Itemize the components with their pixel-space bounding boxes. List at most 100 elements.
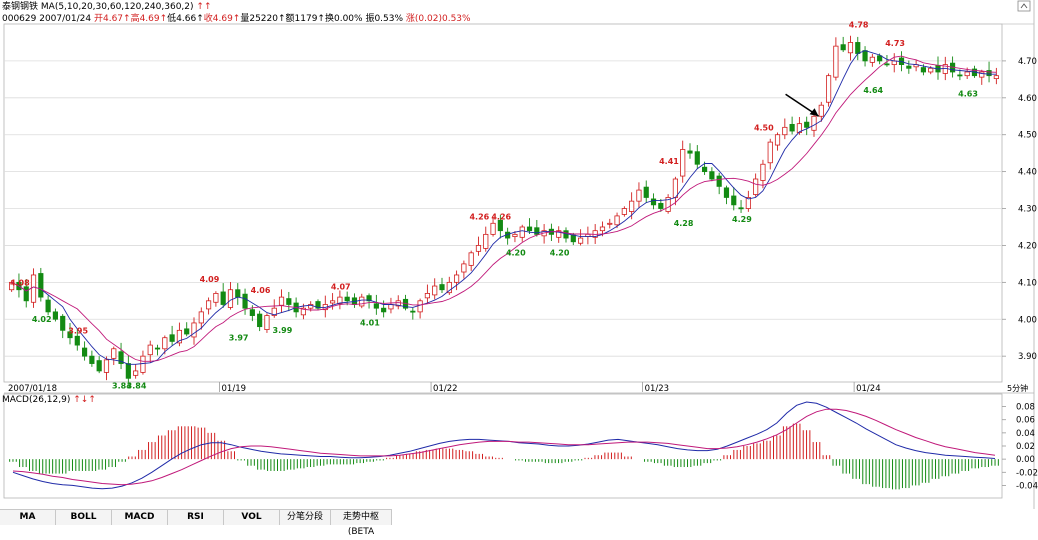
tab-pivot-beta[interactable]: 走势中枢(BETA — [331, 509, 392, 537]
candle-body — [840, 44, 846, 51]
tab-macd[interactable]: MACD — [112, 509, 168, 525]
extreme-label: 3.99 — [273, 326, 293, 335]
macd-tick-label: 0.00 — [1016, 455, 1035, 465]
ma5-line — [11, 50, 997, 365]
extreme-label: 3.84 — [112, 381, 132, 390]
candle-body — [475, 245, 482, 252]
candle-body — [125, 363, 131, 379]
extreme-label: 4.07 — [331, 282, 351, 291]
period-label: 5分钟 — [1007, 383, 1028, 393]
candle-body — [986, 70, 992, 77]
extreme-label: 4.09 — [200, 275, 220, 284]
ma10-line — [11, 55, 997, 362]
date-tick-label: 2007/01/18 — [8, 384, 57, 394]
candle-body — [570, 234, 576, 243]
extreme-label: 4.26 — [469, 212, 489, 221]
change-value: 涨(0.02)0.53% — [405, 14, 471, 24]
candle-body — [82, 347, 88, 357]
candle-body — [680, 149, 686, 177]
tab-rsi[interactable]: RSI — [168, 509, 224, 525]
macd-tick-label: 0.02 — [1016, 442, 1035, 452]
candle-body — [599, 226, 606, 232]
extreme-label: 3.95 — [68, 327, 88, 336]
candle-body — [796, 123, 802, 133]
ma-settings-label[interactable]: MA(5,10,20,30,60,120,240,360,2) — [40, 2, 194, 12]
candle-body — [607, 222, 613, 225]
candle-body — [490, 222, 496, 235]
candle-body — [957, 74, 963, 77]
macd-panel-frame — [3, 393, 1003, 499]
stock-name: 泰钢钢铁 — [2, 2, 39, 12]
tab-ma[interactable]: MA — [0, 509, 56, 525]
candle-body — [519, 226, 525, 238]
candle-body — [534, 227, 540, 235]
high-value: 高4.69↑ — [130, 14, 168, 24]
candle-body — [731, 195, 737, 206]
candle-body — [140, 355, 146, 373]
candle-body — [147, 344, 153, 356]
extreme-label: 4.08 — [10, 279, 30, 288]
candle-body — [884, 63, 890, 66]
extreme-label: 4.29 — [732, 215, 752, 224]
candle-body — [694, 151, 700, 165]
candle-body — [30, 274, 37, 303]
candle-body — [789, 123, 795, 132]
extreme-label: 4.02 — [32, 315, 52, 324]
candle-body — [468, 252, 474, 266]
pointer-arrow-head — [809, 108, 819, 117]
candle-body — [738, 207, 744, 210]
extreme-label: 4.73 — [885, 39, 905, 48]
candle-body — [877, 55, 883, 62]
candle-body — [213, 293, 219, 303]
candle-body — [760, 163, 766, 181]
candle-body — [366, 295, 372, 302]
candle-body — [169, 334, 175, 342]
candle-body — [461, 263, 467, 273]
candle-body — [103, 359, 110, 373]
candle-body — [300, 307, 307, 316]
candle-body — [278, 296, 285, 306]
candle-body — [826, 75, 832, 103]
macd-label[interactable]: MACD(26,12,9) ↑↓↑ — [2, 395, 96, 405]
candle-body — [23, 286, 29, 302]
candle-body — [665, 197, 671, 212]
chart-canvas[interactable]: 4.08 4.02 3.95 3.843.84 4.09 3.97 4.06 3.99 4.07… — [0, 0, 1038, 509]
candle-body — [869, 56, 875, 63]
amount-value: 额1179↑ — [285, 14, 325, 24]
extreme-label: 4.20 — [550, 248, 570, 257]
date-tick-label: 01/22 — [433, 384, 458, 394]
tab-vol[interactable]: VOL — [224, 509, 280, 525]
extreme-label: 4.06 — [251, 286, 271, 295]
candle-body — [709, 171, 715, 180]
ma-arrows: ↑↑ — [196, 2, 212, 12]
candle-body — [52, 311, 59, 320]
candle-body — [716, 175, 722, 187]
extreme-label: 4.26 — [491, 212, 511, 221]
extreme-label: 4.64 — [863, 86, 883, 95]
tab-segments[interactable]: 分笔分段 — [280, 509, 331, 525]
macd-tick-label: -0.02 — [1016, 468, 1038, 478]
extreme-label: 4.41 — [659, 157, 679, 166]
candle-body — [847, 42, 854, 54]
candle-body — [862, 50, 868, 62]
candle-body — [74, 335, 80, 346]
candle-body — [621, 208, 627, 215]
candle-body — [220, 291, 226, 305]
candle-body — [526, 226, 533, 232]
turnover-value: 换0.00% — [324, 14, 363, 24]
price-tick-label: 4.40 — [1018, 168, 1037, 178]
candle-body — [198, 311, 204, 324]
candle-body — [205, 300, 212, 310]
candle-body — [242, 293, 248, 309]
price-tick-label: 4.20 — [1018, 241, 1037, 251]
candle-body — [271, 307, 277, 316]
candle-body — [38, 273, 44, 298]
candle-body — [373, 303, 379, 309]
candle-body — [286, 298, 292, 305]
tab-boll[interactable]: BOLL — [56, 509, 112, 525]
candle-body — [257, 313, 263, 328]
candle-body — [672, 178, 678, 198]
candle-body — [650, 198, 657, 206]
candle-body — [118, 351, 124, 364]
extreme-label: 4.28 — [674, 219, 694, 228]
